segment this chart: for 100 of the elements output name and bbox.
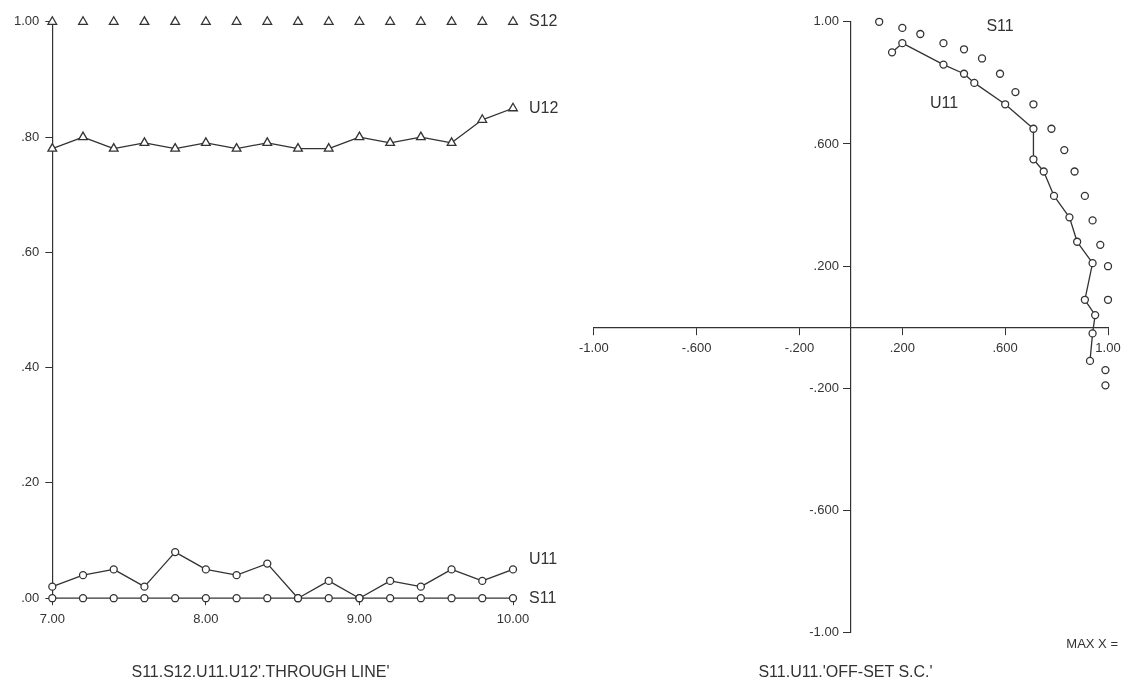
x-tick-label: 7.00: [39, 610, 65, 626]
point: [108, 142, 119, 152]
point: [1065, 213, 1074, 222]
point: [477, 114, 488, 123]
point: [171, 594, 180, 603]
point: [1085, 356, 1095, 366]
point: [262, 137, 273, 146]
point: [887, 48, 897, 57]
y-tick-label: 1.00: [813, 13, 839, 29]
x-tick-label: -.200: [784, 339, 815, 355]
point: [446, 16, 457, 25]
point: [139, 16, 150, 25]
point: [324, 576, 333, 586]
point: [323, 142, 334, 152]
point: [939, 60, 948, 69]
point: [898, 39, 907, 48]
point: [140, 582, 149, 591]
point: [109, 594, 118, 603]
point: [1101, 381, 1110, 390]
point: [1001, 100, 1010, 109]
point: [385, 137, 396, 146]
point: [1073, 237, 1082, 246]
y-tick-label: .200: [813, 257, 839, 273]
point: [959, 45, 969, 54]
point: [508, 102, 518, 112]
point: [354, 16, 365, 25]
point: [78, 131, 88, 141]
point: [1080, 191, 1090, 201]
x-tick-label: -.600: [681, 339, 712, 355]
series-label: U11: [529, 549, 558, 567]
point: [478, 576, 487, 586]
point: [995, 69, 1005, 78]
point: [170, 16, 181, 25]
point: [508, 565, 518, 574]
point: [1029, 155, 1038, 164]
legend-label: S11: [529, 588, 557, 606]
point: [109, 565, 118, 574]
series-label: U12: [529, 98, 559, 116]
point: [232, 594, 241, 603]
point: [1039, 167, 1048, 176]
y-tick-label: .20: [21, 474, 40, 490]
point: [1011, 87, 1020, 97]
point: [232, 570, 241, 580]
series-label: S12: [529, 12, 558, 30]
point: [78, 594, 88, 603]
point: [263, 559, 272, 568]
x-tick-label: .600: [992, 339, 1018, 355]
point: [323, 16, 334, 25]
point: [1091, 310, 1100, 320]
y-tick-label: 1.00: [13, 13, 40, 29]
point: [140, 594, 149, 603]
point: [78, 570, 88, 580]
point: [1103, 262, 1113, 271]
point: [477, 16, 488, 25]
point: [1088, 329, 1097, 338]
point: [262, 16, 273, 25]
point: [293, 16, 303, 25]
point: [200, 137, 211, 146]
point: [416, 582, 426, 591]
x-tick-label: .200: [889, 339, 915, 355]
point: [386, 594, 395, 603]
point: [1088, 216, 1097, 225]
point: [1070, 167, 1079, 176]
point: [446, 137, 457, 146]
series-label: U11: [929, 94, 959, 112]
point: [447, 594, 456, 603]
text: S11.S12.U11.U12'.THROUGH LINE': [131, 662, 390, 680]
point: [139, 137, 150, 146]
point: [201, 594, 211, 603]
point: [447, 565, 456, 574]
point: [970, 78, 979, 88]
point: [108, 16, 119, 25]
point: [898, 23, 907, 33]
point: [48, 582, 57, 591]
x-tick-label: 8.00: [193, 610, 219, 626]
point: [386, 576, 395, 586]
x-tick-label: 9.00: [346, 610, 373, 626]
point: [1049, 191, 1059, 201]
x-tick-label: 1.00: [1095, 339, 1121, 355]
point: [1088, 259, 1097, 268]
text: S11.U11.'OFF-SET S.C.': [758, 662, 933, 680]
y-tick-label: -.600: [809, 502, 839, 518]
x-tick-label: 10.00: [496, 610, 530, 626]
point: [385, 16, 396, 25]
point: [1029, 100, 1038, 109]
point: [200, 16, 211, 25]
point: [263, 594, 272, 603]
point: [1047, 124, 1056, 133]
point: [1101, 365, 1110, 375]
point: [171, 547, 180, 557]
y-tick-label: -.200: [809, 379, 839, 395]
point: [293, 142, 303, 152]
point: [415, 16, 426, 25]
point: [201, 565, 211, 574]
point: [508, 16, 518, 25]
point: [354, 131, 365, 141]
point: [1060, 145, 1069, 155]
point: [415, 131, 426, 141]
point: [231, 16, 242, 25]
series-label: S11: [986, 16, 1014, 34]
